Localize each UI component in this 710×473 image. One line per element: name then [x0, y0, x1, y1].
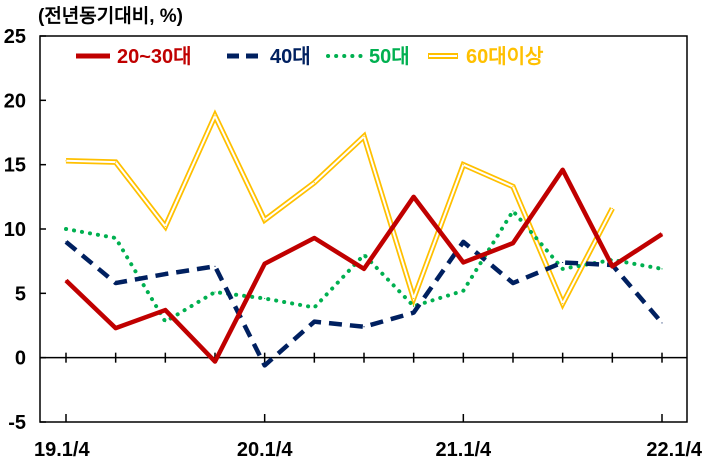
series-line-path [64, 167, 664, 364]
data-point [512, 210, 514, 212]
x-tick-label: 22.1/4 [646, 439, 702, 461]
data-point [214, 291, 216, 293]
y-tick-label: -5 [8, 412, 26, 434]
y-tick-label: 0 [15, 348, 26, 370]
y-tick-label: 25 [4, 26, 26, 48]
data-point [512, 185, 514, 188]
data-point [65, 228, 67, 230]
data-point [661, 268, 663, 270]
legend-label: 60대이상 [466, 45, 544, 68]
data-point [214, 265, 216, 267]
data-point [562, 303, 564, 305]
data-point [264, 364, 266, 366]
unit-label: (전년동기대비, %) [38, 5, 183, 27]
data-point [264, 219, 266, 221]
data-point [115, 237, 117, 239]
data-point [611, 265, 613, 267]
series-2-line [64, 239, 664, 368]
data-point [313, 321, 315, 323]
data-point [413, 297, 415, 300]
legend-item: 50대 [326, 45, 410, 68]
legend-item: 60대이상 [428, 45, 544, 68]
series-3-line [64, 208, 664, 324]
data-point [264, 297, 266, 300]
x-tick-label: 19.1/4 [34, 439, 90, 461]
data-point [661, 233, 663, 235]
y-tick-label: 20 [4, 90, 26, 112]
series-line-inner [65, 113, 614, 306]
data-point [214, 115, 216, 117]
data-point [462, 290, 464, 292]
data-point [313, 306, 315, 309]
data-point [65, 160, 67, 162]
data-point [363, 326, 365, 328]
data-point [115, 282, 117, 284]
data-point [512, 282, 514, 284]
data-point [562, 169, 564, 171]
plot-area-frame [39, 35, 688, 423]
data-point [661, 322, 663, 324]
data-point [65, 241, 67, 243]
series-line-path [64, 239, 664, 368]
series-1-line [64, 167, 664, 364]
data-point [264, 263, 266, 265]
legend-item: 20~30대 [76, 45, 192, 68]
data-point [462, 164, 464, 166]
data-point [164, 273, 166, 275]
x-tick-label: 21.1/4 [436, 439, 492, 461]
data-point [462, 241, 464, 243]
data-point [363, 254, 365, 256]
data-point [611, 259, 613, 261]
data-point [363, 135, 365, 137]
y-tick-label: 15 [4, 155, 26, 177]
data-point [164, 309, 166, 311]
data-point [313, 182, 315, 184]
legend-label: 50대 [369, 45, 410, 68]
series-layer [64, 109, 664, 368]
data-point [164, 225, 166, 228]
y-tick-label: 5 [15, 283, 26, 305]
legend-label: 40대 [270, 45, 311, 68]
series-4-line [65, 109, 615, 311]
legend: 20~30대 40대 50대 60대이상 [76, 45, 544, 68]
data-point [462, 261, 464, 264]
data-point [115, 327, 117, 329]
data-point [562, 261, 564, 264]
data-point [313, 237, 315, 239]
legend-item: 40대 [227, 45, 311, 68]
x-tick-label: 20.1/4 [237, 439, 293, 461]
legend-label: 20~30대 [117, 45, 192, 68]
data-point [214, 360, 216, 363]
x-axis: 19.1/4 20.1/4 21.1/4 22.1/4 [34, 352, 703, 461]
data-point [413, 305, 415, 307]
data-point [413, 196, 415, 198]
data-point [115, 161, 117, 163]
data-point [562, 268, 564, 270]
data-point [164, 321, 166, 323]
data-point [611, 207, 613, 210]
data-point [413, 312, 415, 314]
data-point [363, 268, 365, 270]
data-point [512, 242, 514, 244]
y-tick-label: 10 [4, 219, 26, 241]
data-point [65, 279, 67, 282]
